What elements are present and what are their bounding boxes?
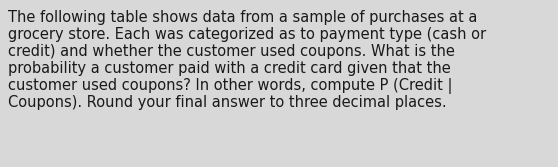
Text: probability a customer paid with a credit card given that the: probability a customer paid with a credi… [8, 61, 451, 76]
Text: Coupons). Round your final answer to three decimal places.: Coupons). Round your final answer to thr… [8, 95, 446, 110]
Text: customer used coupons? In other words, compute P (Credit |: customer used coupons? In other words, c… [8, 78, 453, 94]
Text: grocery store. Each was categorized as to payment type (cash or: grocery store. Each was categorized as t… [8, 27, 486, 42]
Text: credit) and whether the customer used coupons. What is the: credit) and whether the customer used co… [8, 44, 455, 59]
Text: The following table shows data from a sample of purchases at a: The following table shows data from a sa… [8, 10, 478, 25]
